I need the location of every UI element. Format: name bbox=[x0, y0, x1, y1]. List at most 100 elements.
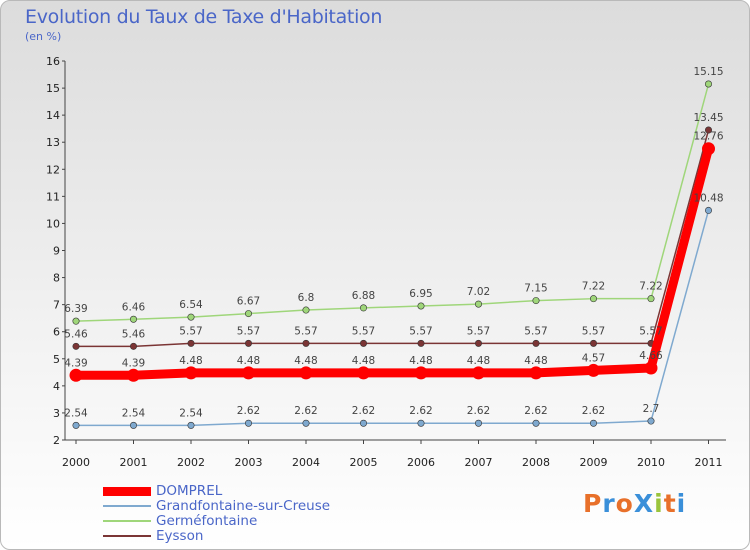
x-tick-label: 2008 bbox=[522, 456, 550, 469]
data-label: 5.57 bbox=[237, 325, 260, 337]
y-tick-label: 6 bbox=[53, 326, 60, 339]
y-tick-label: 8 bbox=[53, 272, 60, 285]
legend-swatch bbox=[103, 505, 151, 507]
data-point bbox=[359, 339, 367, 347]
data-point bbox=[647, 417, 655, 425]
data-point bbox=[417, 419, 425, 427]
chart-unit-label: (en %) bbox=[25, 30, 62, 43]
x-tick-label: 2004 bbox=[292, 456, 320, 469]
data-point bbox=[529, 366, 543, 380]
x-tick-label: 2001 bbox=[120, 456, 148, 469]
brand-letter: i bbox=[654, 489, 664, 518]
x-tick-label: 2003 bbox=[235, 456, 263, 469]
data-point bbox=[417, 339, 425, 347]
data-label: 4.48 bbox=[294, 355, 317, 367]
data-label: 2.62 bbox=[467, 405, 490, 417]
legend-label: DOMPREL bbox=[156, 483, 223, 499]
data-label: 13.45 bbox=[693, 112, 723, 124]
y-tick-label: 13 bbox=[46, 136, 60, 149]
data-point bbox=[359, 304, 367, 312]
legend-label: Eysson bbox=[156, 528, 204, 544]
data-point bbox=[414, 366, 428, 380]
data-label: 2.7 bbox=[643, 403, 660, 415]
x-tick-label: 2006 bbox=[407, 456, 435, 469]
data-point bbox=[644, 361, 658, 375]
data-label: 2.54 bbox=[179, 407, 203, 419]
data-label: 5.57 bbox=[294, 325, 317, 337]
data-label: 2.54 bbox=[64, 407, 88, 419]
data-label: 2.62 bbox=[409, 405, 432, 417]
series-germ-fontaine bbox=[72, 80, 712, 325]
data-label: 6.46 bbox=[122, 301, 146, 313]
series-line bbox=[75, 209, 710, 427]
data-point bbox=[302, 419, 310, 427]
data-label: 2.62 bbox=[582, 405, 605, 417]
data-label: 15.15 bbox=[693, 66, 723, 78]
series-line bbox=[75, 83, 710, 322]
data-point bbox=[130, 342, 138, 350]
data-point bbox=[299, 366, 313, 380]
brand-letter: X bbox=[633, 489, 655, 518]
data-point bbox=[702, 142, 715, 156]
data-label: 4.48 bbox=[524, 355, 547, 367]
data-label: 7.15 bbox=[524, 283, 547, 295]
legend-swatch bbox=[103, 520, 151, 522]
data-label: 2.54 bbox=[122, 407, 146, 419]
data-point bbox=[589, 339, 597, 347]
data-label: 5.57 bbox=[352, 325, 375, 337]
data-point bbox=[187, 339, 195, 347]
data-point bbox=[130, 421, 138, 429]
brand-letter: r bbox=[602, 489, 616, 518]
brand-logo: ProXiti bbox=[583, 489, 686, 518]
data-point bbox=[474, 339, 482, 347]
data-point bbox=[242, 366, 255, 380]
data-label: 5.57 bbox=[409, 325, 432, 337]
x-tick-label: 2002 bbox=[177, 456, 205, 469]
data-point bbox=[647, 295, 655, 303]
data-label: 5.46 bbox=[122, 328, 146, 340]
data-label: 6.39 bbox=[64, 303, 87, 315]
data-point bbox=[472, 366, 485, 380]
series-line bbox=[75, 129, 710, 348]
data-point bbox=[704, 80, 712, 88]
data-label: 6.95 bbox=[409, 288, 432, 300]
brand-letter: P bbox=[583, 489, 603, 518]
x-tick-label: 2011 bbox=[695, 456, 723, 469]
data-point bbox=[532, 339, 540, 347]
y-tick-label: 14 bbox=[46, 109, 60, 122]
x-tick-label: 2009 bbox=[580, 456, 608, 469]
data-point bbox=[245, 419, 253, 427]
data-point bbox=[532, 297, 540, 305]
brand-letter: t bbox=[663, 489, 677, 518]
data-label: 4.48 bbox=[179, 355, 202, 367]
x-tick-label: 2010 bbox=[637, 456, 665, 469]
data-point bbox=[184, 366, 198, 380]
data-label: 4.39 bbox=[122, 357, 145, 369]
data-label: 6.8 bbox=[298, 292, 315, 304]
series-line bbox=[71, 144, 713, 380]
y-tick-label: 5 bbox=[53, 353, 60, 366]
data-point bbox=[474, 419, 482, 427]
x-tick-label: 2005 bbox=[350, 456, 378, 469]
data-point bbox=[72, 342, 80, 350]
y-tick-label: 15 bbox=[46, 82, 60, 95]
data-label: 2.62 bbox=[237, 405, 260, 417]
data-label: 4.39 bbox=[64, 357, 87, 369]
legend-swatch bbox=[103, 535, 151, 537]
data-point bbox=[587, 363, 600, 377]
data-point bbox=[357, 366, 370, 380]
data-point bbox=[302, 306, 310, 314]
data-label: 2.62 bbox=[352, 405, 375, 417]
data-label: 4.66 bbox=[639, 350, 663, 362]
data-label: 7.22 bbox=[639, 281, 662, 293]
legend-label: Germéfontaine bbox=[156, 513, 258, 529]
brand-letter: o bbox=[615, 489, 634, 518]
y-tick-label: 2 bbox=[53, 434, 60, 447]
data-label: 6.88 bbox=[352, 290, 375, 302]
data-point bbox=[359, 419, 367, 427]
data-label: 5.57 bbox=[467, 325, 490, 337]
legend-label: Grandfontaine-sur-Creuse bbox=[156, 498, 331, 514]
data-label: 7.02 bbox=[467, 286, 490, 298]
data-point bbox=[187, 313, 195, 321]
